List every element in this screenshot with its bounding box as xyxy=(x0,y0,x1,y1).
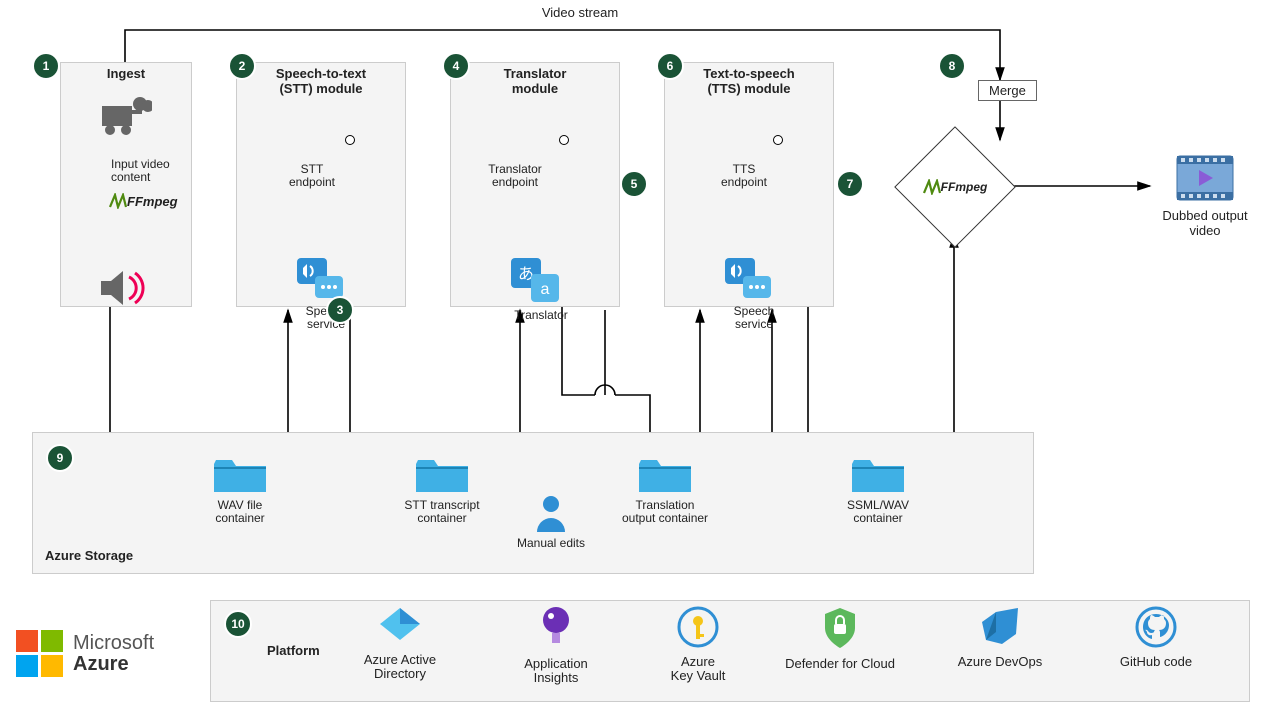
aad-icon xyxy=(378,606,422,646)
tts-speech-icon xyxy=(725,258,773,302)
platform-github: GitHub code xyxy=(1086,606,1226,669)
platform-defender: Defender for Cloud xyxy=(770,606,910,671)
ms-squares-icon xyxy=(16,630,63,677)
folder-icon xyxy=(210,452,270,496)
brand-line1: Microsoft xyxy=(73,633,154,654)
video-stream-label: Video stream xyxy=(480,6,680,21)
video-icon xyxy=(1173,150,1237,206)
output-video-label: Dubbed output video xyxy=(1150,209,1260,239)
trans-endpoint-dot xyxy=(559,135,569,145)
storage-title: Azure Storage xyxy=(45,548,133,563)
stt-endpoint-label: STT endpoint xyxy=(277,163,347,189)
github-icon xyxy=(1135,606,1177,648)
translator-icon: あ a xyxy=(511,258,559,302)
folder-icon xyxy=(848,452,908,496)
translator-service-label: Translator xyxy=(501,309,581,322)
tts-box: Text-to-speech (TTS) module TTS endpoint… xyxy=(664,62,834,307)
translator-endpoint-label: Translator endpoint xyxy=(475,163,555,189)
svg-text:a: a xyxy=(541,281,550,298)
folder-wav: WAV file container xyxy=(195,452,285,525)
badge-3: 3 xyxy=(326,296,354,324)
stt-title: Speech-to-text (STT) module xyxy=(237,63,405,97)
defender-icon xyxy=(821,606,859,650)
tts-service-label: Speech service xyxy=(719,305,789,331)
ingest-box: Ingest Input video content FFmpeg xyxy=(60,62,192,307)
ffmpeg-icon xyxy=(109,193,127,209)
folder-stt: STT transcript container xyxy=(392,452,492,525)
translator-box: Translator module Translator endpoint あ … xyxy=(450,62,620,307)
platform-keyvault: Azure Key Vault xyxy=(628,606,768,684)
merge-label-box: Merge xyxy=(978,80,1037,101)
camera-icon xyxy=(100,96,152,136)
badge-9: 9 xyxy=(46,444,74,472)
ffmpeg-merge-label: FFmpeg xyxy=(941,180,988,194)
platform-appinsights: Application Insights xyxy=(486,606,626,686)
person-icon xyxy=(533,494,569,534)
folder-ssml: SSML/WAV container xyxy=(828,452,928,525)
platform-title: Platform xyxy=(267,643,320,658)
tts-title: Text-to-speech (TTS) module xyxy=(665,63,833,97)
badge-6: 6 xyxy=(656,52,684,80)
platform-aad: Azure Active Directory xyxy=(330,606,470,682)
output-video: Dubbed output video xyxy=(1150,150,1260,239)
badge-5: 5 xyxy=(620,170,648,198)
ffmpeg-label: FFmpeg xyxy=(127,194,178,209)
brand-line2: Azure xyxy=(73,654,154,675)
badge-10: 10 xyxy=(224,610,252,638)
badge-8: 8 xyxy=(938,52,966,80)
ingest-title: Ingest xyxy=(61,63,191,82)
ffmpeg-icon xyxy=(923,179,941,195)
folder-icon xyxy=(635,452,695,496)
ffmpeg-ingest: FFmpeg xyxy=(109,193,178,209)
microsoft-azure-logo: Microsoft Azure xyxy=(16,630,154,677)
speaker-icon xyxy=(97,263,153,313)
tts-endpoint-dot xyxy=(773,135,783,145)
platform-devops: Azure DevOps xyxy=(930,606,1070,669)
stt-box: Speech-to-text (STT) module STT endpoint… xyxy=(236,62,406,307)
badge-1: 1 xyxy=(32,52,60,80)
manual-edits: Manual edits xyxy=(506,494,596,550)
appinsights-icon xyxy=(539,606,573,650)
translator-title: Translator module xyxy=(451,63,619,97)
merge-diamond: FFmpeg xyxy=(894,126,1016,248)
badge-4: 4 xyxy=(442,52,470,80)
input-video-label: Input video content xyxy=(111,158,191,184)
devops-icon xyxy=(978,606,1022,648)
badge-7: 7 xyxy=(836,170,864,198)
keyvault-icon xyxy=(677,606,719,648)
folder-translation: Translation output container xyxy=(610,452,720,525)
stt-endpoint-dot xyxy=(345,135,355,145)
badge-2: 2 xyxy=(228,52,256,80)
folder-icon xyxy=(412,452,472,496)
tts-endpoint-label: TTS endpoint xyxy=(709,163,779,189)
